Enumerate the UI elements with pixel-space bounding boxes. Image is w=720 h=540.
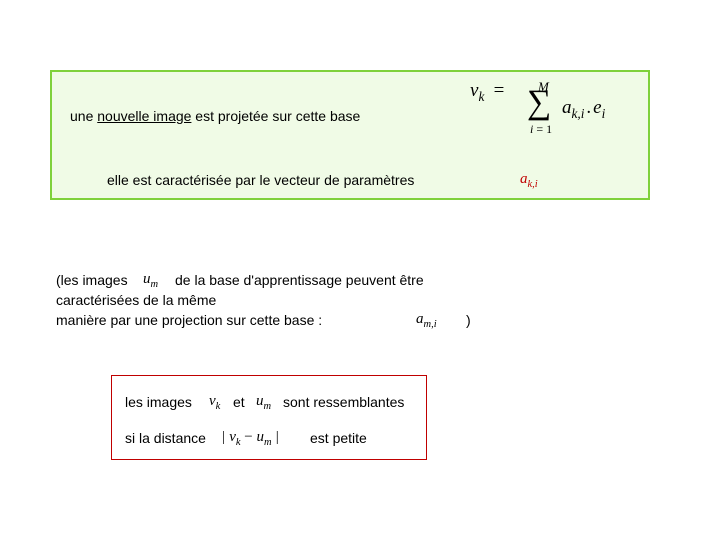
formula-rhs: ak,i.ei bbox=[562, 97, 605, 122]
para2-l3-pre: manière par une projection sur cette bas… bbox=[56, 312, 322, 328]
box2-r1-post-text: sont ressemblantes bbox=[283, 394, 404, 410]
box2-r2-pre-text: si la distance bbox=[125, 430, 206, 446]
box2-r2-post-text: est petite bbox=[310, 430, 367, 446]
para2-ami-sub: m,i bbox=[424, 319, 437, 330]
para2-line1: (les images bbox=[56, 272, 128, 288]
para2-um: um bbox=[143, 270, 158, 290]
sigma-symbol: ∑ bbox=[527, 86, 551, 120]
param-vector: ak,i bbox=[520, 170, 538, 190]
para2-l1-post-text: de la base d'apprentissage peuvent être bbox=[175, 272, 424, 288]
line1-emph: nouvelle image bbox=[97, 108, 191, 124]
para2-um-sub: m bbox=[151, 279, 159, 290]
para2-l1-post: de la base d'apprentissage peuvent être bbox=[175, 272, 424, 288]
box2-r1-pre: les images bbox=[125, 394, 192, 410]
formula-dot: . bbox=[586, 97, 591, 118]
formula-lhs-sub: k bbox=[478, 89, 484, 104]
sigma-lower-eq-text: = 1 bbox=[536, 122, 552, 136]
para2-ami-var: a bbox=[416, 311, 424, 327]
param-a-sub: k,i bbox=[528, 179, 538, 190]
para2-um-var: u bbox=[143, 271, 151, 287]
line1: une nouvelle image est projetée sur cett… bbox=[70, 108, 360, 124]
box2-r1-um: um bbox=[256, 392, 271, 412]
box2-bar-l: | bbox=[222, 429, 225, 445]
box2-dist-um-var: u bbox=[257, 429, 265, 445]
formula-a-sub: k,i bbox=[572, 106, 585, 121]
box2-vk-var: v bbox=[209, 393, 216, 409]
box2-um-var: u bbox=[256, 393, 264, 409]
box2-r1: les images bbox=[125, 394, 192, 410]
box2-dist-vk-sub: k bbox=[236, 437, 241, 448]
box2-bar-r: | bbox=[276, 429, 279, 445]
formula-e-sub: i bbox=[602, 106, 606, 121]
box2-r1-vk: vk bbox=[209, 392, 220, 412]
box2-r2-pre: si la distance bbox=[125, 430, 206, 446]
formula-a: a bbox=[562, 97, 572, 118]
para2-line2: caractérisées de la même bbox=[56, 292, 216, 308]
formula-main: vk = bbox=[470, 80, 508, 105]
para2-l2-text: caractérisées de la même bbox=[56, 292, 216, 308]
para2-l3-post: ) bbox=[466, 312, 471, 328]
para2-l1-pre: (les images bbox=[56, 272, 128, 288]
box2-dist-vk-var: v bbox=[229, 429, 236, 445]
box2-r1-post: sont ressemblantes bbox=[283, 394, 404, 410]
line2-text: elle est caractérisée par le vecteur de … bbox=[107, 172, 414, 188]
para2-ami: am,i bbox=[416, 310, 437, 330]
box2-vk-sub: k bbox=[216, 401, 221, 412]
box2-r2-post: est petite bbox=[310, 430, 367, 446]
box2-dist-um-sub: m bbox=[264, 437, 272, 448]
sigma-lower: i = 1 bbox=[530, 122, 552, 137]
box2-r1-mid-text: et bbox=[233, 394, 245, 410]
box2-um-sub: m bbox=[264, 401, 272, 412]
formula-equals: = bbox=[494, 80, 505, 101]
formula-e: e bbox=[593, 97, 601, 118]
para2-l3-post-text: ) bbox=[466, 312, 471, 328]
para2-line3: manière par une projection sur cette bas… bbox=[56, 312, 322, 328]
box2-minus: − bbox=[241, 429, 257, 445]
line1-pre: une bbox=[70, 108, 97, 124]
box2-r1-mid: et bbox=[233, 394, 245, 410]
line1-post: est projetée sur cette base bbox=[191, 108, 360, 124]
line2: elle est caractérisée par le vecteur de … bbox=[107, 172, 414, 188]
param-a: a bbox=[520, 171, 528, 187]
box2-distance: | vk − um | bbox=[222, 428, 279, 448]
